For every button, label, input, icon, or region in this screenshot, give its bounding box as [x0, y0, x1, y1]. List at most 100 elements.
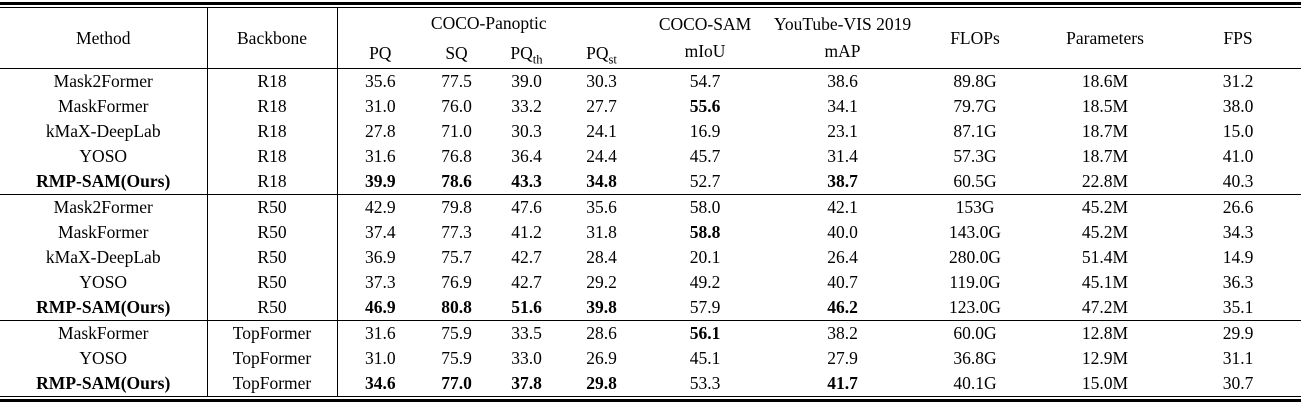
column-group-coco-panoptic: COCO-Panoptic: [430, 12, 547, 33]
cell-parameters: 18.7M: [1081, 121, 1129, 141]
column-header-method: Method: [0, 8, 208, 69]
cell-sq: 75.9: [423, 320, 490, 346]
table-row: YOSO R18 31.6 76.8 36.4 24.4 45.7 31.4 57.3G 18.7…: [0, 144, 1301, 169]
column-header-pq-st: PQst: [563, 38, 641, 69]
cell-map: 40.7: [827, 272, 858, 292]
cell-method: MaskFormer: [0, 220, 208, 245]
cell-method: kMaX-DeepLab: [0, 245, 208, 270]
miou-label: mIoU: [684, 41, 726, 61]
top-rule-thin: [0, 7, 1301, 8]
cell-miou: 54.7: [689, 71, 721, 91]
cell-pq-th: 36.4: [511, 146, 542, 166]
cell-map: 40.0: [827, 222, 858, 242]
cell-fps: 14.9: [1222, 247, 1254, 267]
cell-pq-st: 29.2: [586, 272, 617, 292]
cell-flops: 119.0G: [949, 272, 1001, 292]
cell-map: 42.1: [770, 194, 916, 220]
cell-pq: 37.3: [364, 272, 396, 292]
cell-fps: 31.1: [1222, 348, 1254, 368]
cell-sq: 76.8: [441, 146, 472, 166]
cell-method: MaskFormer: [0, 94, 208, 119]
cell-pq-th: 39.0: [511, 71, 542, 91]
cell-backbone: R18: [207, 144, 338, 169]
cell-backbone: R50: [207, 245, 338, 270]
cell-parameters: 47.2M: [1081, 297, 1129, 317]
cell-pq-st: 34.8: [586, 171, 617, 191]
table-row: RMP-SAM(Ours) R18 39.9 78.6 43.3 34.8 52.7 38.7…: [0, 169, 1301, 195]
table-body: Mask2Former R18 35.6 77.5 39.0 30.3 54.7 38.6 89…: [0, 68, 1301, 396]
bottom-rule-thick: [0, 399, 1301, 402]
cell-method: YOSO: [0, 144, 208, 169]
cell-pq-st: 39.8: [586, 297, 617, 317]
table-row: Mask2Former R50 42.9 79.8 47.6 35.6 58.0 42.1 15…: [0, 194, 1301, 220]
ytvis-label: YouTube-VIS 2019: [773, 13, 912, 34]
cell-flops: 57.3G: [953, 146, 997, 166]
cell-pq: 31.6: [337, 320, 423, 346]
header-row-1: Method Backbone COCO-Panoptic COCO-SAM m…: [0, 8, 1301, 69]
cell-miou: 56.1: [640, 320, 771, 346]
cell-method: YOSO: [0, 346, 208, 371]
cell-pq-th: 33.0: [511, 348, 542, 368]
cell-backbone: R50: [207, 220, 338, 245]
cell-map: 38.7: [827, 171, 858, 191]
cell-pq: 31.0: [364, 96, 396, 116]
cell-miou: 45.1: [689, 348, 721, 368]
cell-fps: 36.3: [1222, 272, 1254, 292]
cell-map: 38.6: [827, 71, 858, 91]
cell-pq: 31.6: [364, 146, 396, 166]
cell-pq-th: 33.2: [511, 96, 542, 116]
cell-pq: 34.6: [364, 373, 396, 393]
cell-backbone: R18: [207, 169, 338, 195]
cell-pq-st: 35.6: [563, 194, 641, 220]
cell-pq-st: 30.3: [586, 71, 617, 91]
cell-pq-st: 24.1: [586, 121, 617, 141]
cell-map: 41.7: [827, 373, 858, 393]
cell-backbone: TopFormer: [207, 320, 338, 346]
cell-parameters: 18.6M: [1081, 71, 1129, 91]
cell-pq-th: 33.5: [490, 320, 563, 346]
table-row: RMP-SAM(Ours) TopFormer 34.6 77.0 37.8 29.8 53…: [0, 371, 1301, 396]
column-header-parameters: Parameters: [1035, 8, 1176, 69]
cell-pq-st: 28.4: [586, 247, 617, 267]
cell-flops: 36.8G: [953, 348, 997, 368]
cell-parameters: 15.0M: [1081, 373, 1129, 393]
cell-backbone: R18: [207, 94, 338, 119]
cell-sq: 77.3: [441, 222, 472, 242]
cell-flops: 123.0G: [949, 297, 1002, 317]
cell-miou: 20.1: [689, 247, 721, 267]
cell-fps: 30.7: [1222, 373, 1254, 393]
cell-map: 34.1: [827, 96, 858, 116]
cell-pq-st: 31.8: [586, 222, 617, 242]
cell-map: 23.1: [827, 121, 858, 141]
table-header: Method Backbone COCO-Panoptic COCO-SAM m…: [0, 8, 1301, 69]
cell-method: Mask2Former: [0, 68, 208, 94]
cell-sq: 71.0: [441, 121, 472, 141]
cell-map: 46.2: [827, 297, 858, 317]
header-row-2: PQ SQ PQth PQst: [0, 38, 1301, 69]
cell-flops: 60.0G: [915, 320, 1036, 346]
bottom-rule-thin: [0, 396, 1301, 397]
cell-miou: 45.7: [689, 146, 721, 166]
cell-pq: 36.9: [364, 247, 396, 267]
cell-backbone: R18: [207, 119, 338, 144]
cell-pq-st: 24.4: [586, 146, 617, 166]
cell-miou: 55.6: [689, 96, 721, 116]
cell-miou: 58.8: [689, 222, 721, 242]
cell-pq: 31.0: [364, 348, 396, 368]
cell-fps: 31.2: [1222, 71, 1254, 91]
cell-pq-th: 41.2: [511, 222, 542, 242]
cell-method: RMP-SAM(Ours): [0, 371, 208, 396]
cell-flops: 89.8G: [953, 71, 997, 91]
cell-method: kMaX-DeepLab: [0, 119, 208, 144]
cell-flops: 143.0G: [949, 222, 1002, 242]
cell-fps: 35.1: [1222, 297, 1254, 317]
cell-backbone: R50: [207, 270, 338, 295]
cell-sq: 80.8: [441, 297, 472, 317]
cell-parameters: 45.2M: [1081, 222, 1129, 242]
cell-parameters: 45.1M: [1081, 272, 1129, 292]
cell-method: MaskFormer: [0, 320, 208, 346]
cell-pq: 42.9: [337, 194, 423, 220]
cell-parameters: 45.2M: [1035, 194, 1176, 220]
cell-method: RMP-SAM(Ours): [0, 169, 208, 195]
cell-pq-th: 43.3: [511, 171, 542, 191]
